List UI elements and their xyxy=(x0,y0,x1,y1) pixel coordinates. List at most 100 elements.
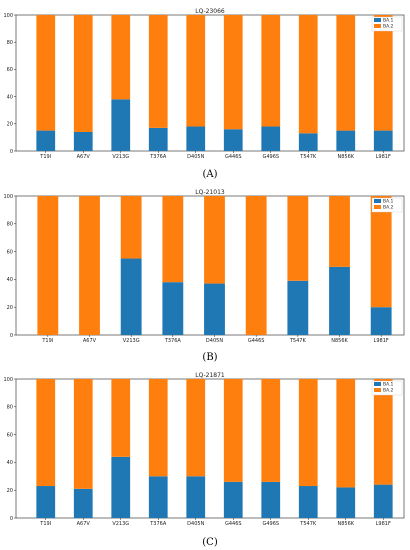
chart-title: LQ-21871 xyxy=(195,372,225,379)
bar-ba2-t19i xyxy=(37,196,59,335)
bar-ba2-d405n xyxy=(204,196,225,284)
y-tick-label: 0 xyxy=(10,516,13,522)
x-tick-label: T376A xyxy=(164,338,182,344)
bar-ba1-a67v xyxy=(73,488,93,518)
x-tick-label: V213G xyxy=(112,154,129,160)
legend-label-ba2: BA.2 xyxy=(383,205,394,211)
bar-ba2-v213g xyxy=(111,379,131,457)
x-tick-label: T547K xyxy=(299,154,317,160)
bar-ba2-t376a xyxy=(148,15,168,128)
bar-ba2-d405n xyxy=(186,379,206,477)
bar-ba2-g496s xyxy=(261,15,281,127)
y-tick-label: 100 xyxy=(3,13,13,19)
legend-swatch-ba1 xyxy=(374,18,381,22)
legend-label-ba1: BA.1 xyxy=(383,18,394,24)
x-tick-label: N856K xyxy=(337,154,354,160)
y-tick-label: 20 xyxy=(7,305,13,311)
bar-ba2-t547k xyxy=(298,379,318,487)
bar-ba2-a67v xyxy=(73,379,93,489)
bar-ba1-g496s xyxy=(261,481,281,518)
x-tick-label: T376A xyxy=(149,154,167,160)
x-tick-label: T547K xyxy=(299,521,317,527)
bar-ba1-d405n xyxy=(204,283,225,335)
x-tick-label: T19I xyxy=(39,521,51,527)
bar-ba2-a67v xyxy=(79,196,100,335)
bar-ba1-t547k xyxy=(298,486,318,518)
bar-ba1-d405n xyxy=(186,476,206,518)
bar-ba1-g496s xyxy=(261,126,281,151)
bar-ba1-t19i xyxy=(36,486,56,518)
legend-swatch-ba2 xyxy=(374,388,381,392)
bar-ba1-t547k xyxy=(298,133,318,151)
x-tick-label: T376A xyxy=(149,521,167,527)
bar-ba2-l981f xyxy=(373,379,393,485)
bar-ba1-l981f xyxy=(370,307,392,335)
bar-ba2-l981f xyxy=(373,15,393,131)
bar-ba2-g446s xyxy=(245,196,267,335)
y-tick-label: 0 xyxy=(10,149,13,155)
x-tick-label: N856K xyxy=(331,338,348,344)
bar-ba2-t19i xyxy=(36,379,56,487)
panel-caption: (C) xyxy=(202,537,218,548)
x-tick-label: D405N xyxy=(206,338,223,344)
x-tick-label: V213G xyxy=(123,338,140,344)
bar-ba1-l981f xyxy=(373,130,393,151)
y-tick-label: 40 xyxy=(7,94,13,100)
bar-ba1-t376a xyxy=(162,282,184,335)
x-tick-label: D405N xyxy=(187,154,204,160)
y-tick-label: 40 xyxy=(7,277,13,283)
y-tick-label: 0 xyxy=(10,333,13,339)
bar-ba1-t19i xyxy=(36,130,56,151)
bar-ba2-t547k xyxy=(287,196,309,281)
legend-label-ba2: BA.2 xyxy=(383,388,394,394)
bar-ba2-a67v xyxy=(73,15,93,132)
bar-ba2-n856k xyxy=(336,379,356,488)
bar-ba2-d405n xyxy=(186,15,206,127)
y-tick-label: 100 xyxy=(3,377,13,383)
panel-caption: (B) xyxy=(202,352,217,363)
y-tick-label: 40 xyxy=(7,460,13,466)
bar-ba2-t376a xyxy=(148,379,168,477)
y-tick-label: 20 xyxy=(7,488,13,494)
bar-ba2-g496s xyxy=(261,379,281,482)
bar-ba2-t19i xyxy=(36,15,56,131)
legend-swatch-ba2 xyxy=(374,24,381,28)
bar-ba2-v213g xyxy=(111,15,131,100)
x-tick-label: G446S xyxy=(225,154,242,160)
bar-ba1-g446s xyxy=(223,129,243,151)
x-tick-label: V213G xyxy=(112,521,129,527)
bar-ba2-n856k xyxy=(329,196,350,267)
bar-ba1-n856k xyxy=(336,487,356,518)
y-tick-label: 100 xyxy=(3,194,13,200)
x-tick-label: L981F xyxy=(374,338,389,344)
chart-title: LQ-23066 xyxy=(195,8,225,15)
chart-panel-0: LQ-23066 0 20 40 60 80 100 T19I A67V V213G T376A D4… xyxy=(3,8,405,180)
y-tick-label: 60 xyxy=(7,67,13,73)
x-tick-label: G496S xyxy=(262,154,279,160)
x-tick-label: A67V xyxy=(77,521,91,527)
bar-ba2-n856k xyxy=(336,15,356,131)
legend-label-ba2: BA.2 xyxy=(383,24,394,30)
x-tick-label: G496S xyxy=(262,521,279,527)
x-tick-label: T19I xyxy=(39,154,51,160)
chart-title: LQ-21013 xyxy=(195,189,225,196)
bar-ba1-t547k xyxy=(287,280,309,335)
y-tick-label: 80 xyxy=(7,405,13,411)
panel-caption: (A) xyxy=(202,169,217,180)
bar-ba1-n856k xyxy=(336,130,356,151)
bar-ba1-t376a xyxy=(148,476,168,518)
bar-ba2-l981f xyxy=(370,196,392,308)
x-tick-label: A67V xyxy=(83,338,97,344)
legend-swatch-ba1 xyxy=(374,199,381,203)
x-tick-label: L981F xyxy=(376,521,391,527)
y-tick-label: 80 xyxy=(7,40,13,46)
bar-ba2-v213g xyxy=(120,196,142,259)
y-tick-label: 60 xyxy=(7,249,13,255)
x-tick-label: G446S xyxy=(248,338,265,344)
chart-panel-2: LQ-21871 0 20 40 60 80 100 T19I A67V V213G T376A D4… xyxy=(3,372,405,548)
x-tick-label: G446S xyxy=(225,521,242,527)
bar-ba1-n856k xyxy=(329,266,350,335)
bar-ba1-g446s xyxy=(223,481,243,518)
legend-label-ba1: BA.1 xyxy=(383,199,394,205)
